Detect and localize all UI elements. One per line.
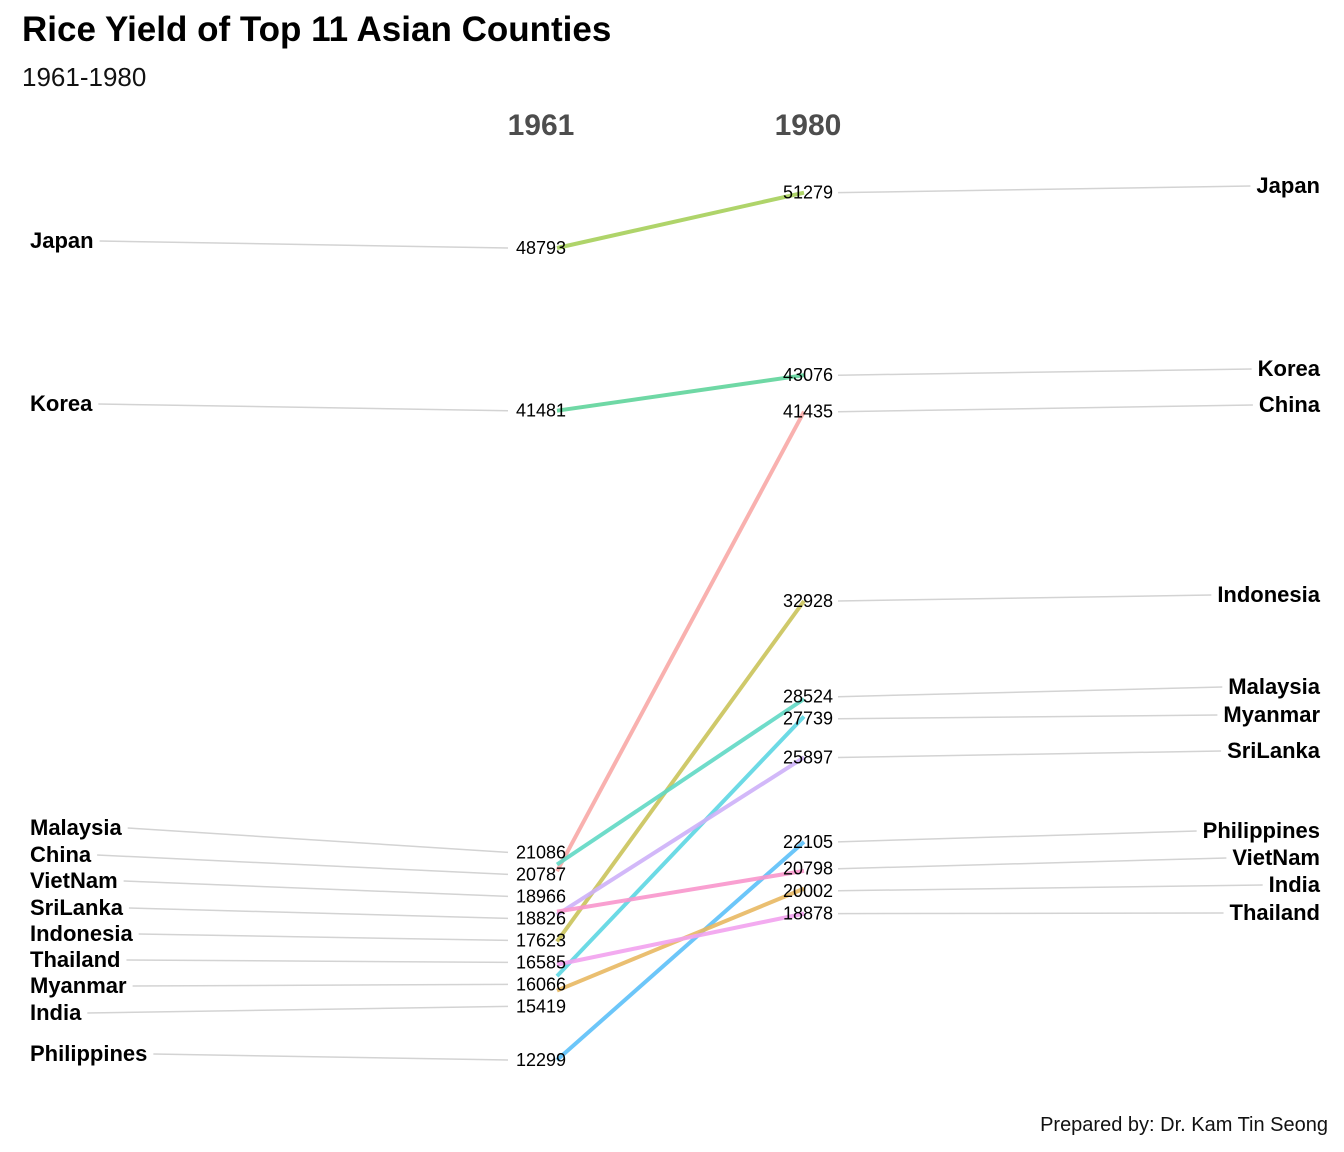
slope-line-Myanmar	[555, 715, 806, 978]
chart-subtitle: 1961-1980	[22, 62, 147, 92]
country-label-right-Malaysia: Malaysia	[1228, 674, 1320, 699]
country-label-left-China: China	[30, 842, 92, 867]
connector-left-Philippines	[153, 1053, 509, 1061]
country-label-right-Myanmar: Myanmar	[1223, 702, 1320, 727]
value-label-1980-Myanmar: 27739	[783, 709, 833, 729]
country-label-left-SriLanka: SriLanka	[30, 895, 124, 920]
value-label-1961-Thailand: 16585	[516, 952, 566, 972]
value-label-1980-Philippines: 22105	[783, 832, 833, 852]
value-label-1961-Korea: 41481	[516, 401, 566, 421]
country-label-right-China: China	[1259, 392, 1321, 417]
country-label-left-Malaysia: Malaysia	[30, 815, 122, 840]
connector-right-Myanmar	[837, 714, 1218, 720]
country-label-left-Philippines: Philippines	[30, 1041, 147, 1066]
slope-line-VietNam	[556, 868, 805, 914]
value-label-1961-Malaysia: 21086	[516, 842, 566, 862]
connector-right-Thailand	[837, 912, 1224, 915]
country-label-right-India: India	[1269, 872, 1321, 897]
value-label-1961-VietNam: 18966	[516, 886, 566, 906]
value-label-1961-Indonesia: 17623	[516, 930, 566, 950]
connector-left-Malaysia	[127, 827, 509, 854]
value-label-1980-Japan: 51279	[783, 183, 833, 203]
country-label-right-Philippines: Philippines	[1203, 818, 1320, 843]
slope-line-Malaysia	[555, 697, 806, 867]
value-label-1980-Malaysia: 28524	[783, 687, 833, 707]
connector-right-China	[837, 404, 1253, 413]
country-label-right-VietNam: VietNam	[1232, 845, 1320, 870]
value-label-1980-Thailand: 18878	[783, 904, 833, 924]
connector-right-Malaysia	[837, 686, 1223, 698]
connector-left-Japan	[99, 240, 509, 249]
connector-left-Thailand	[126, 959, 509, 964]
value-label-1980-Indonesia: 32928	[783, 591, 833, 611]
value-label-1980-China: 41435	[783, 402, 833, 422]
year-label-1961: 1961	[508, 109, 575, 142]
country-label-left-Thailand: Thailand	[30, 947, 120, 972]
country-label-left-India: India	[30, 1000, 82, 1025]
value-label-1961-China: 20787	[516, 864, 566, 884]
connector-right-Korea	[837, 368, 1252, 376]
value-label-1961-Myanmar: 16066	[516, 974, 566, 994]
slope-line-Philippines	[555, 840, 806, 1062]
connector-left-India	[87, 1005, 509, 1014]
value-label-1980-SriLanka: 25897	[783, 747, 833, 767]
connector-right-Philippines	[837, 830, 1197, 843]
slope-line-China	[555, 410, 806, 873]
slope-line-Korea	[556, 373, 805, 413]
connector-right-SriLanka	[837, 750, 1222, 759]
value-label-1961-SriLanka: 18826	[516, 908, 566, 928]
caption: Prepared by: Dr. Kam Tin Seong	[1040, 1114, 1328, 1136]
slope-line-Japan	[556, 190, 805, 250]
value-label-1961-India: 15419	[516, 996, 566, 1016]
connector-left-China	[97, 854, 509, 876]
connector-left-SriLanka	[128, 907, 509, 920]
connector-left-Indonesia	[138, 933, 509, 942]
connector-left-Korea	[98, 403, 509, 412]
connector-right-India	[837, 884, 1263, 892]
value-label-1961-Philippines: 12299	[516, 1050, 566, 1070]
country-label-left-VietNam: VietNam	[30, 868, 118, 893]
connector-right-Indonesia	[837, 594, 1212, 602]
value-label-1961-Japan: 48793	[516, 238, 566, 258]
slope-line-Thailand	[556, 911, 805, 967]
slope-line-Indonesia	[555, 599, 806, 943]
country-label-right-Japan: Japan	[1256, 173, 1320, 198]
connector-right-Japan	[837, 185, 1251, 194]
country-label-right-Indonesia: Indonesia	[1217, 582, 1320, 607]
year-label-1980: 1980	[775, 109, 842, 142]
country-label-left-Japan: Japan	[30, 228, 94, 253]
country-label-left-Korea: Korea	[30, 391, 93, 416]
value-label-1980-VietNam: 20798	[783, 859, 833, 879]
connector-left-Myanmar	[132, 983, 509, 987]
country-label-right-Thailand: Thailand	[1230, 900, 1320, 925]
country-label-right-Korea: Korea	[1258, 356, 1321, 381]
country-label-right-SriLanka: SriLanka	[1227, 738, 1321, 763]
country-label-left-Myanmar: Myanmar	[30, 973, 127, 998]
chart-title: Rice Yield of Top 11 Asian Counties	[22, 10, 612, 49]
slope-line-SriLanka	[555, 755, 806, 917]
value-label-1980-Korea: 43076	[783, 365, 833, 385]
country-label-left-Indonesia: Indonesia	[30, 921, 133, 946]
connector-right-VietNam	[837, 857, 1227, 870]
value-label-1980-India: 20002	[783, 881, 833, 901]
connector-left-VietNam	[123, 880, 509, 898]
